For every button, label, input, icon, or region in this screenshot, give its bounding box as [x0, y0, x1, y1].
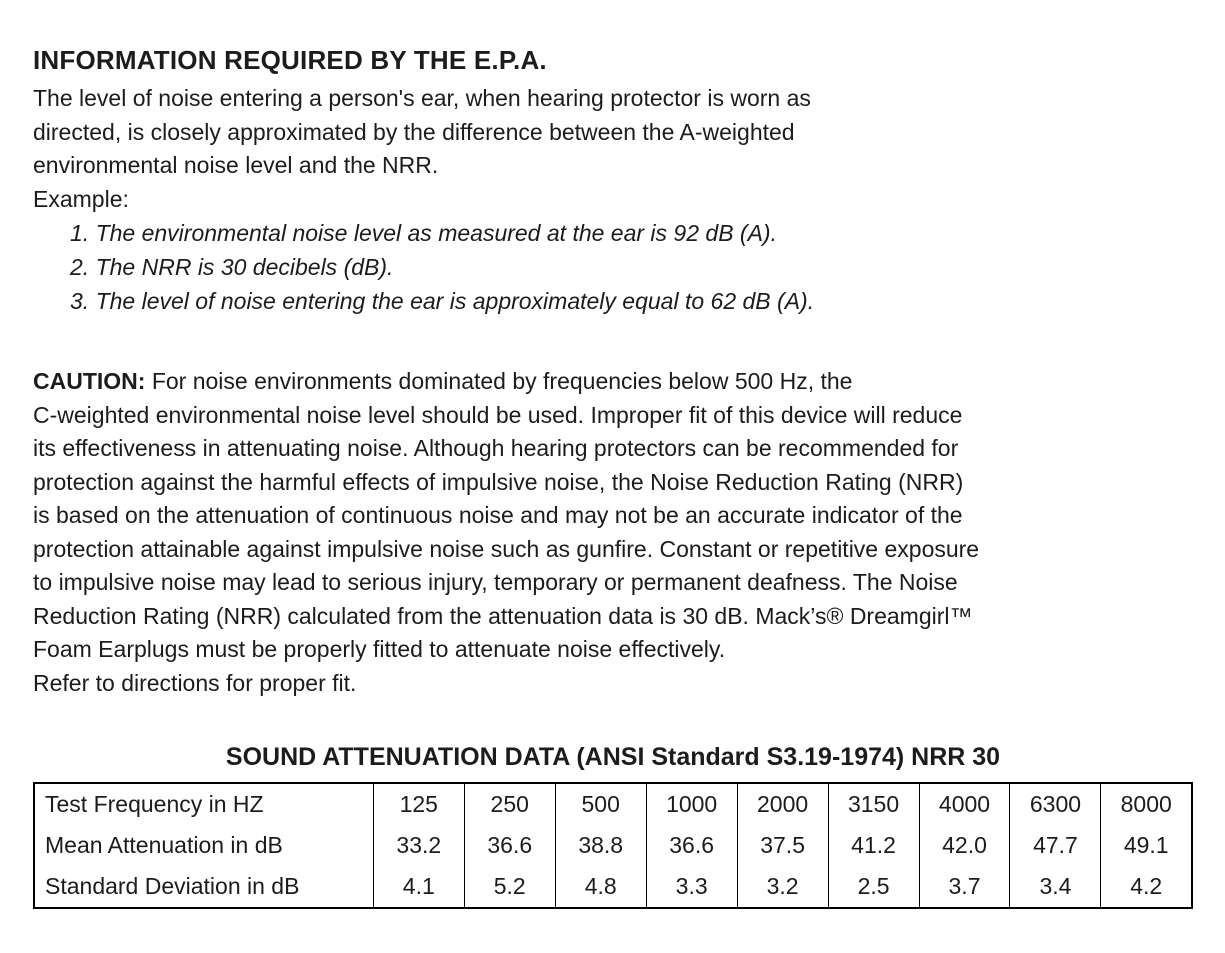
caution-label: CAUTION: — [33, 368, 146, 394]
frequency-value: 1000 — [645, 783, 738, 825]
example-item-1: 1. The environmental noise level as meas… — [70, 220, 777, 246]
standard-deviation-value: 3.4 — [1009, 866, 1101, 908]
example-list: 1. The environmental noise level as meas… — [70, 216, 1185, 318]
frequency-value: 125 — [372, 783, 465, 825]
standard-deviation-value: 2.5 — [827, 866, 920, 908]
frequency-value: 4000 — [918, 783, 1010, 825]
table-row-mean-attenuation: Mean Attenuation in dB 33.2 36.6 38.8 36… — [34, 825, 1192, 866]
mean-attenuation-value: 36.6 — [645, 825, 738, 866]
mean-attenuation-value: 38.8 — [554, 825, 647, 866]
mean-attenuation-value: 41.2 — [827, 825, 920, 866]
frequency-value: 250 — [463, 783, 556, 825]
mean-attenuation-value: 42.0 — [918, 825, 1010, 866]
standard-deviation-value: 3.2 — [736, 866, 829, 908]
standard-deviation-value: 5.2 — [463, 866, 556, 908]
example-item-2: 2. The NRR is 30 decibels (dB). — [70, 254, 394, 280]
standard-deviation-value: 4.2 — [1100, 866, 1192, 908]
frequency-value: 500 — [554, 783, 647, 825]
standard-deviation-value: 3.7 — [918, 866, 1010, 908]
epa-section-heading: INFORMATION REQUIRED BY THE E.P.A. — [33, 45, 547, 75]
attenuation-table-title: SOUND ATTENUATION DATA (ANSI Standard S3… — [225, 743, 1001, 771]
standard-deviation-value: 4.1 — [372, 866, 465, 908]
frequency-value: 3150 — [827, 783, 920, 825]
frequency-value: 8000 — [1100, 783, 1192, 825]
table-row-standard-deviation: Standard Deviation in dB 4.1 5.2 4.8 3.3… — [34, 866, 1192, 908]
sound-attenuation-table: Test Frequency in HZ 125 250 500 1000 20… — [33, 782, 1193, 909]
caution-paragraph: CAUTION: For noise environments dominate… — [33, 365, 1185, 700]
mean-attenuation-value: 49.1 — [1100, 825, 1192, 866]
row-label-standard-deviation: Standard Deviation in dB — [45, 873, 300, 899]
frequency-value: 2000 — [736, 783, 829, 825]
example-label: Example: — [33, 185, 129, 212]
table-row-frequency: Test Frequency in HZ 125 250 500 1000 20… — [34, 783, 1192, 825]
mean-attenuation-value: 37.5 — [736, 825, 829, 866]
frequency-value: 6300 — [1009, 783, 1101, 825]
standard-deviation-value: 3.3 — [645, 866, 738, 908]
intro-paragraph: The level of noise entering a person's e… — [33, 85, 811, 178]
mean-attenuation-value: 36.6 — [463, 825, 556, 866]
example-item-3: 3. The level of noise entering the ear i… — [70, 288, 815, 314]
standard-deviation-value: 4.8 — [554, 866, 647, 908]
mean-attenuation-value: 33.2 — [372, 825, 465, 866]
row-label-frequency: Test Frequency in HZ — [45, 791, 264, 817]
row-label-mean-attenuation: Mean Attenuation in dB — [45, 832, 283, 858]
caution-body: For noise environments dominated by freq… — [33, 368, 980, 696]
mean-attenuation-value: 47.7 — [1009, 825, 1101, 866]
